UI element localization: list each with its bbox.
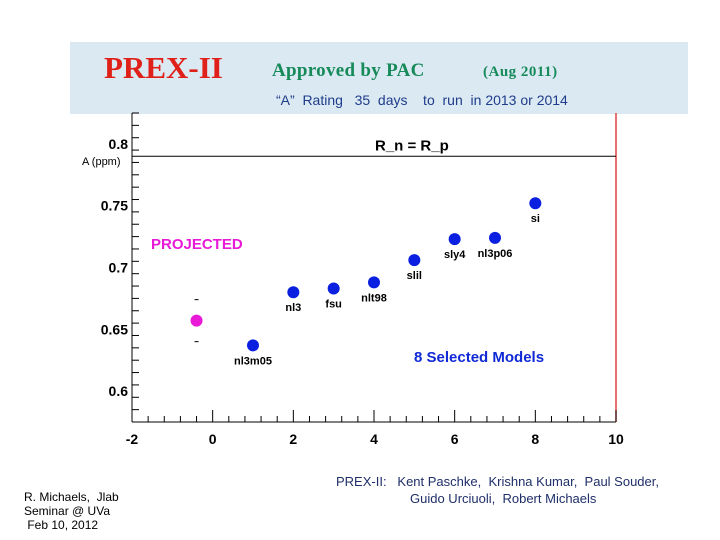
approval-date: (Aug 2011) — [483, 64, 558, 80]
approval-text: Approved by PAC — [272, 60, 425, 81]
x-tick-label: 6 — [451, 431, 459, 447]
credit-line: Seminar @ UVa — [24, 504, 110, 518]
x-tick-label: 2 — [289, 431, 297, 447]
model-point-label: nlt98 — [361, 292, 387, 304]
model-point — [489, 231, 501, 244]
projected-annotation: PROJECTED — [151, 236, 243, 253]
x-tick-label: 4 — [370, 431, 378, 447]
model-point-label: si — [531, 213, 540, 225]
x-tick-label: 10 — [608, 431, 624, 447]
header-banner — [70, 42, 688, 114]
model-point — [247, 339, 259, 352]
model-point-label: sly4 — [444, 249, 466, 261]
model-point — [448, 233, 461, 246]
model-point-label: nl3m05 — [234, 355, 272, 367]
y-axis-label: A (ppm) — [82, 156, 121, 168]
model-point-label: slil — [407, 270, 422, 282]
author-credit: R. Michaels, Jlab Seminar @ UVa Feb 10, … — [24, 490, 119, 532]
x-tick-label: 0 — [209, 431, 217, 447]
y-tick-label: 0.8 — [109, 136, 129, 152]
model-point-label: nl3 — [285, 302, 301, 314]
rating-text: “A” Rating 35 days to run in 2013 or 201… — [276, 92, 568, 108]
x-tick-label: -2 — [126, 431, 139, 447]
model-point-label: nl3p06 — [478, 248, 513, 260]
y-tick-label: 0.6 — [109, 383, 129, 399]
y-tick-label: 0.65 — [101, 321, 128, 337]
collaboration-line-2: Guido Urciuoli, Robert Michaels — [410, 491, 597, 506]
model-point — [529, 197, 542, 210]
model-point — [287, 286, 300, 299]
model-point-label: fsu — [325, 299, 342, 311]
collaboration-line-1: PREX-II: Kent Paschke, Krishna Kumar, Pa… — [336, 474, 659, 489]
model-point — [327, 282, 340, 295]
y-tick-label: 0.75 — [101, 198, 128, 214]
reference-line-label: R_n = R_p — [375, 137, 449, 154]
x-tick-label: 8 — [531, 431, 539, 447]
credit-line: Feb 10, 2012 — [24, 518, 99, 532]
credit-line: R. Michaels, Jlab — [24, 490, 119, 504]
y-tick-label: 0.7 — [109, 260, 129, 276]
selected-models-annotation: 8 Selected Models — [414, 349, 544, 366]
model-point — [408, 254, 421, 267]
page-title: PREX-II — [104, 50, 223, 85]
projected-point — [190, 314, 203, 327]
model-point — [368, 276, 380, 289]
